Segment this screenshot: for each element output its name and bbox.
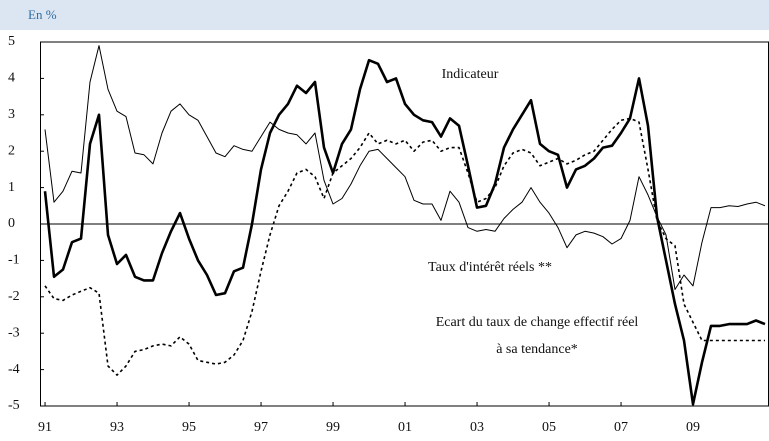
series-label-line: à sa tendance*: [496, 342, 578, 357]
x-tick-label: 99: [326, 420, 340, 435]
series-line: [43, 58, 766, 406]
series-label: Taux d'intérêt réels **: [428, 260, 552, 275]
y-tick-label: 1: [8, 180, 15, 195]
y-tick-label: -4: [8, 362, 20, 377]
series-line: [44, 45, 766, 290]
series-label: Ecart du taux de change effectif réel à s…: [436, 315, 639, 357]
x-tick-label: 05: [542, 420, 556, 435]
x-tick-label: 09: [686, 420, 700, 435]
x-tick-label: 93: [110, 420, 124, 435]
series-label: Indicateur: [442, 67, 499, 82]
subtitle: En %: [28, 7, 57, 22]
series-label-line: Ecart du taux de change effectif réel: [436, 315, 639, 330]
series-line: [44, 117, 765, 376]
series-label-line: Indicateur: [442, 67, 499, 82]
x-tick-label: 97: [254, 420, 268, 435]
y-tick-label: 3: [8, 107, 15, 122]
header-band: En %: [0, 0, 769, 30]
x-tick-label: 07: [614, 420, 628, 435]
x-tick-label: 01: [398, 420, 412, 435]
y-tick-label: 5: [8, 34, 15, 49]
y-tick-label: -5: [8, 398, 20, 413]
series-label-line: Taux d'intérêt réels **: [428, 260, 552, 275]
x-tick-label: 03: [470, 420, 484, 435]
y-tick-label: -3: [8, 325, 20, 340]
y-tick-label: 2: [8, 143, 15, 158]
y-tick-label: 0: [8, 216, 15, 231]
y-tick-label: 4: [8, 71, 15, 86]
x-tick-label: 95: [182, 420, 196, 435]
y-tick-label: -2: [8, 289, 20, 304]
y-tick-label: -1: [8, 253, 20, 268]
x-tick-label: 91: [38, 420, 52, 435]
